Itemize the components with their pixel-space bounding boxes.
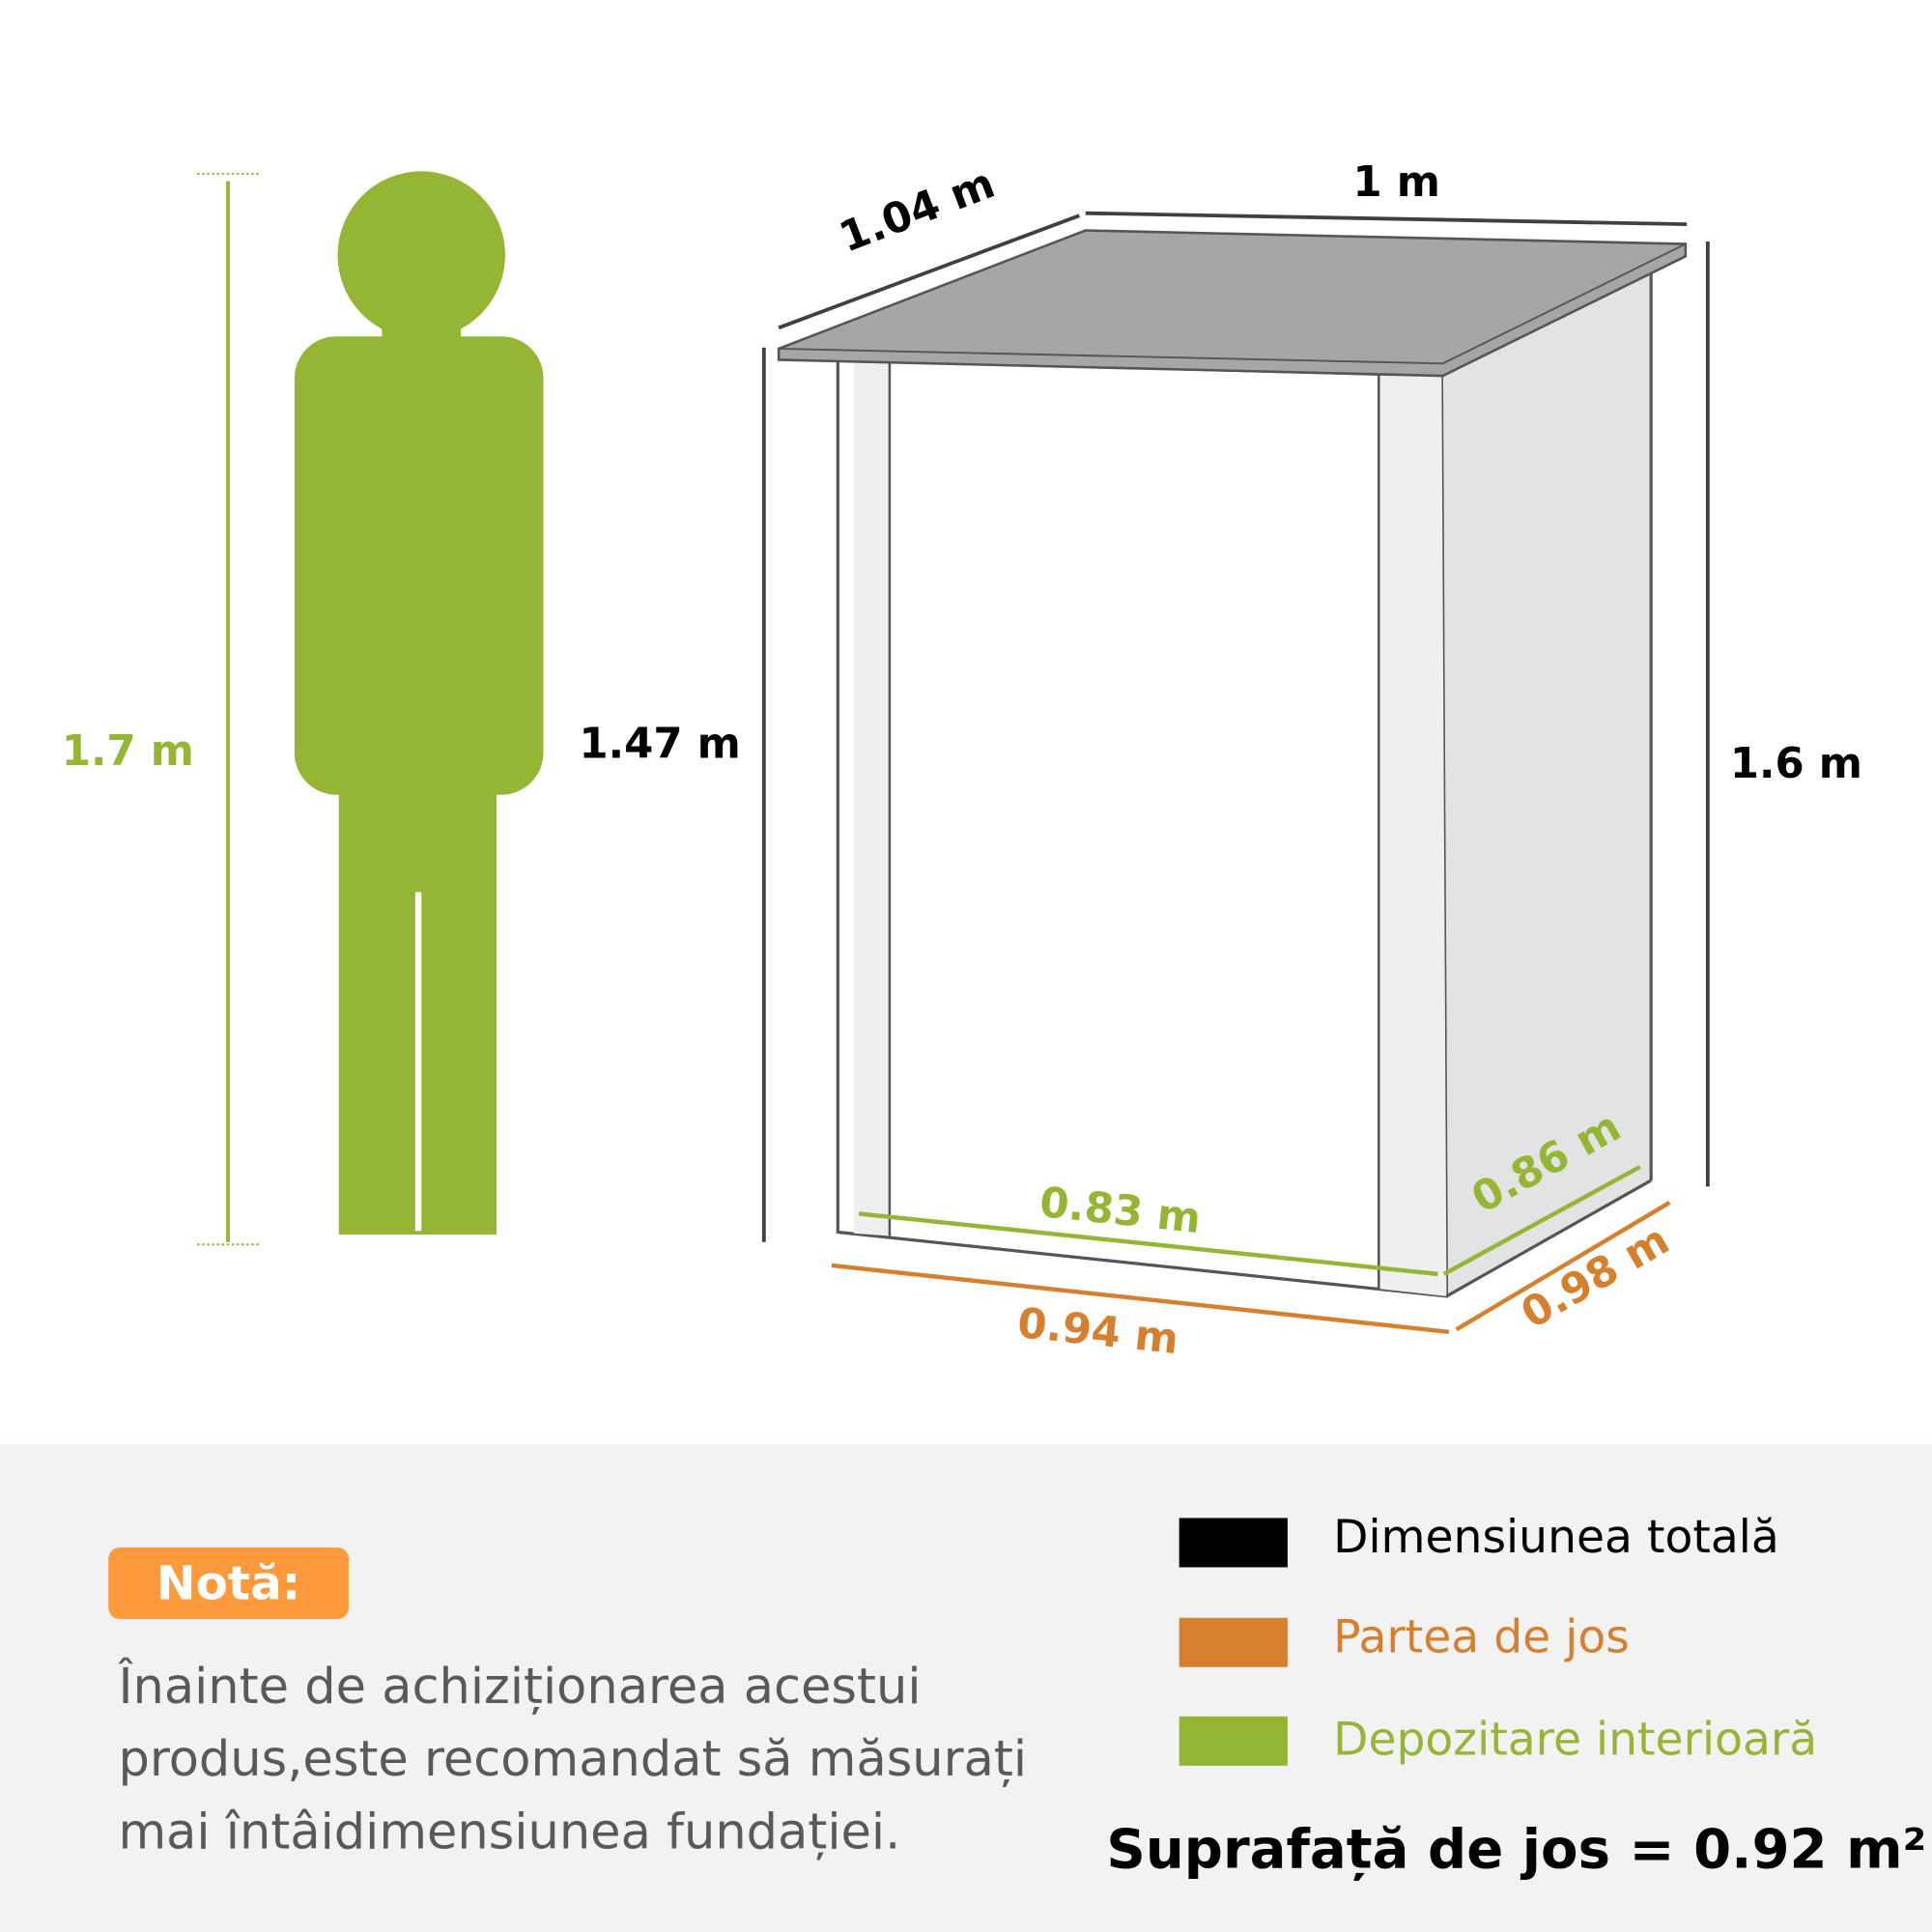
legend-swatch-total	[1179, 1518, 1288, 1568]
legend-swatch-interior	[1179, 1716, 1288, 1766]
note-badge: Notă:	[108, 1548, 349, 1620]
legend-label-bottom: Partea de jos	[1333, 1610, 1630, 1663]
legend-label-total: Dimensiunea totală	[1333, 1510, 1779, 1564]
note-text: Înainte de achiziționarea acestui produs…	[118, 1658, 1028, 1861]
legend-swatch-bottom	[1179, 1617, 1288, 1667]
legend-label-interior: Depozitare interioară	[1333, 1712, 1818, 1766]
floor-area: Suprafață de jos = 0.92 m²	[1106, 1818, 1927, 1882]
person-height-label: 1.7 m	[61, 726, 194, 777]
info-panel	[0, 1443, 1932, 1932]
front-height-label: 1.47 m	[579, 719, 741, 769]
back-height-label: 1.6 m	[1729, 739, 1862, 789]
shed-drawing	[777, 229, 1688, 1298]
roof-width-label: 1 m	[1352, 157, 1440, 208]
